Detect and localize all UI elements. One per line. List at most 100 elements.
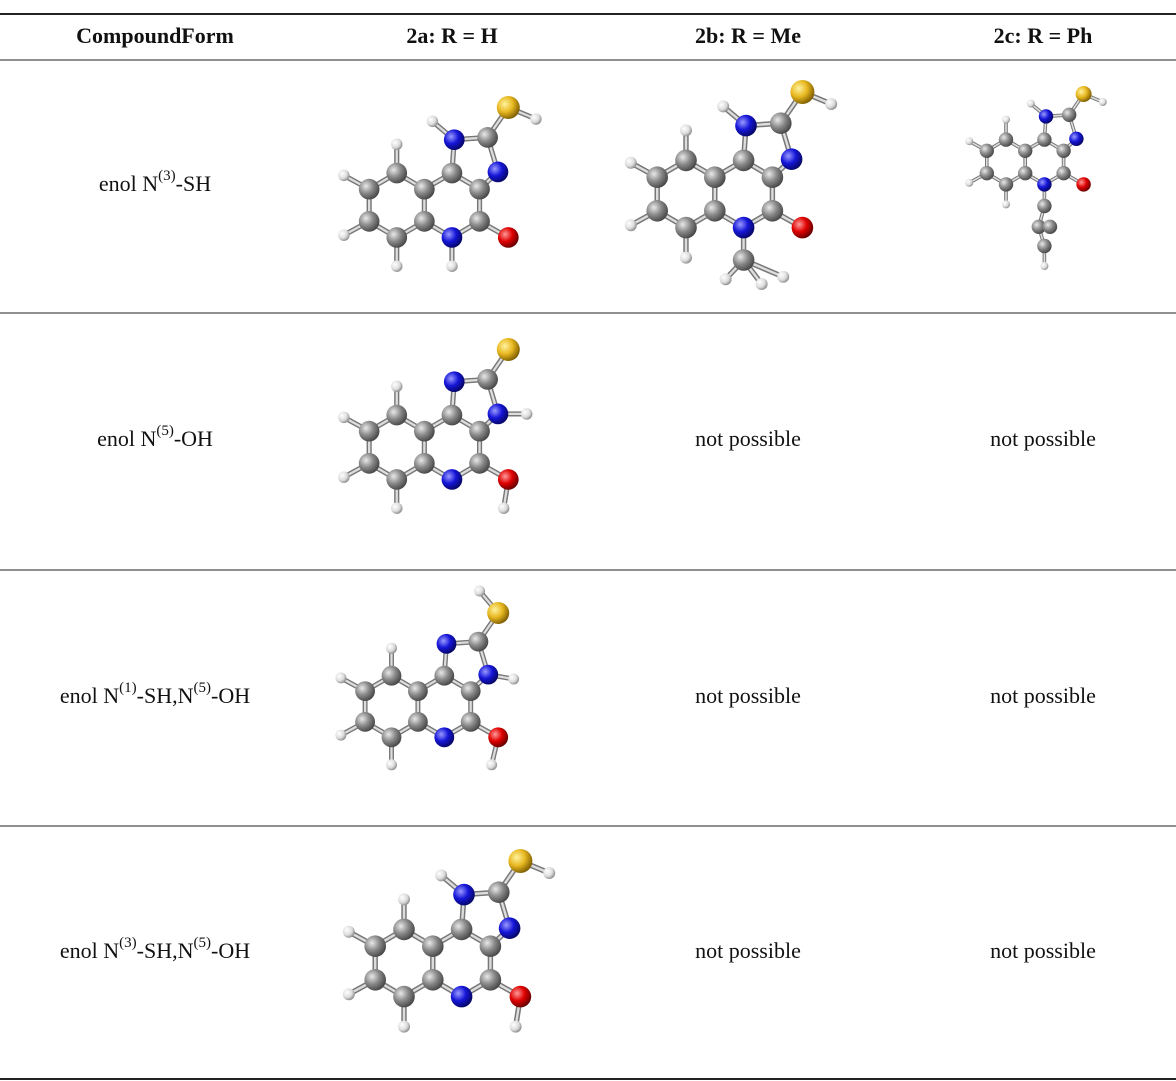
atom [497, 469, 519, 490]
atom [469, 211, 490, 232]
atom [530, 113, 542, 125]
atom [355, 681, 375, 701]
atom [508, 673, 520, 685]
atom [381, 665, 402, 686]
atom [335, 672, 347, 684]
atom [342, 925, 355, 938]
atom [408, 681, 428, 701]
atom [979, 166, 994, 181]
atom [441, 404, 463, 426]
atom [386, 404, 408, 426]
atom [509, 985, 532, 1008]
atom [386, 642, 397, 654]
atom [381, 727, 402, 748]
atom [479, 969, 502, 991]
atom [338, 169, 350, 182]
atom [469, 420, 490, 442]
atom [408, 712, 428, 732]
atom [398, 1020, 410, 1033]
atom [1037, 238, 1052, 254]
superscript: (5) [194, 680, 212, 696]
cell-text: not possible [695, 426, 801, 451]
form-text: -SH [176, 171, 212, 196]
atom [624, 219, 637, 232]
atom [398, 893, 410, 906]
atom [1018, 166, 1033, 181]
atom [342, 988, 355, 1001]
atom [441, 227, 463, 248]
atom [391, 260, 403, 272]
atom [1037, 132, 1052, 147]
atom [364, 969, 386, 991]
atom [469, 453, 490, 474]
cell-text: not possible [695, 683, 801, 708]
atom [391, 138, 403, 151]
atom [391, 502, 403, 514]
column-header: 2a: R = H [406, 23, 497, 48]
atom [450, 985, 473, 1008]
compound-form: enol N(5)-OH [97, 423, 213, 451]
atom [434, 727, 455, 748]
atom [1062, 107, 1077, 122]
atom [488, 727, 509, 748]
atom [386, 759, 397, 771]
atom [675, 216, 697, 239]
cell-text: not possible [990, 426, 1096, 451]
form-text: -SH,N [137, 683, 194, 708]
atom [509, 1020, 522, 1033]
atom [979, 143, 994, 158]
atom [1069, 131, 1084, 146]
atom [497, 502, 510, 514]
compound-form: enol N(1)-SH,N(5)-OH [60, 680, 250, 708]
atom [496, 96, 520, 119]
atom [414, 211, 435, 232]
atom [338, 471, 350, 483]
atom [358, 211, 380, 232]
atom [364, 935, 386, 957]
atom [443, 371, 465, 393]
atom [732, 216, 755, 239]
atom [1098, 98, 1107, 106]
molecule [338, 96, 542, 272]
atom [1037, 198, 1052, 214]
atom [717, 100, 730, 113]
atom [453, 883, 475, 906]
atom [426, 115, 439, 128]
atom [477, 369, 498, 390]
atom [998, 132, 1014, 147]
atom [1002, 200, 1010, 209]
atom [508, 849, 533, 873]
column-header: CompoundForm [76, 23, 234, 48]
atom [338, 229, 350, 241]
atom [355, 712, 375, 732]
atom [441, 469, 463, 490]
atom [446, 260, 458, 272]
atom [624, 156, 637, 169]
atom [1038, 109, 1054, 124]
column-header: 2c: R = Ph [994, 23, 1093, 48]
atom [761, 200, 784, 222]
atom [1040, 262, 1049, 270]
atom [391, 380, 403, 393]
atom [443, 129, 465, 151]
atom [780, 148, 803, 170]
form-text: enol N [99, 171, 158, 196]
atom [704, 200, 726, 222]
atom [680, 251, 692, 264]
atom [477, 127, 498, 148]
atom [441, 162, 463, 184]
atom [450, 918, 473, 941]
atom [486, 759, 498, 771]
column-header: 2b: R = Me [695, 23, 801, 48]
molecule [965, 86, 1107, 270]
atom [675, 149, 697, 172]
atom [358, 453, 380, 474]
superscript: (3) [119, 935, 137, 951]
atom [422, 935, 444, 957]
atom [488, 881, 510, 903]
atom [358, 178, 380, 200]
atom [487, 602, 510, 624]
atom [386, 162, 408, 184]
form-text: -OH [211, 683, 250, 708]
superscript: (5) [194, 935, 212, 951]
